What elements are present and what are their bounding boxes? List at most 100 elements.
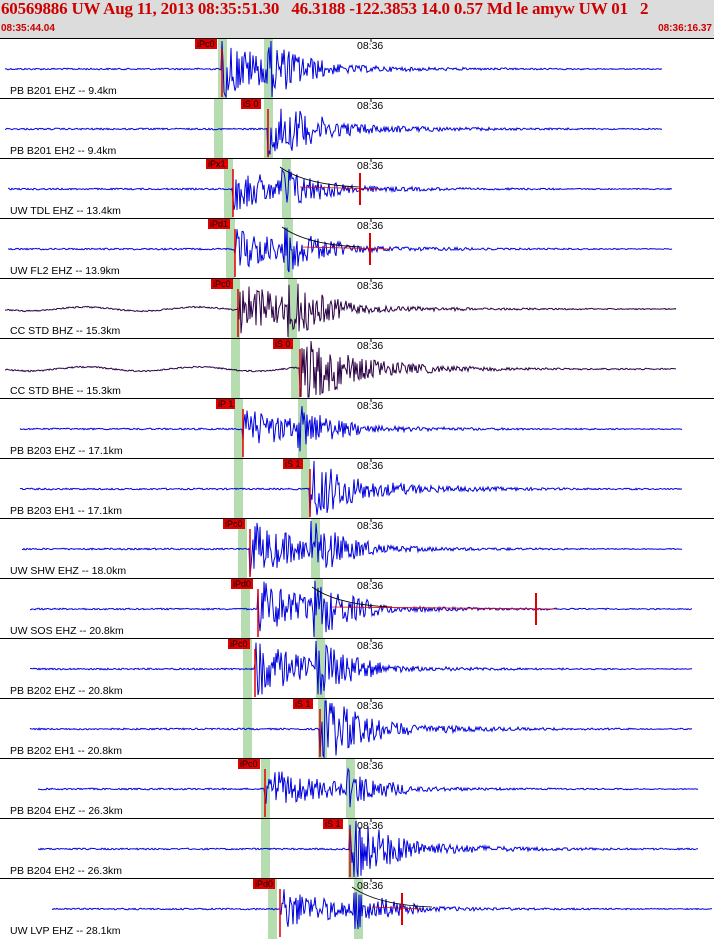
- phase-pick-label[interactable]: iP 1: [216, 399, 236, 409]
- seismogram: [51, 879, 713, 939]
- seismogram: [4, 39, 663, 99]
- minute-tick-label: 08:36: [357, 880, 384, 892]
- phase-window: [231, 339, 240, 399]
- trace-panel[interactable]: 08:36 iS 0 CC STD BHE -- 15.3km: [0, 338, 714, 399]
- station-label: UW TDL EHZ -- 13.4km: [10, 205, 121, 217]
- seismogram: [7, 219, 673, 279]
- waveform-trace: [19, 460, 683, 516]
- trace-panel[interactable]: 08:36 iPc0 UW SHW EHZ -- 18.0km: [0, 518, 714, 579]
- phase-pick-label[interactable]: iPd0: [253, 879, 276, 889]
- trace-panel[interactable]: 08:36 iPd0 UW LVP EHZ -- 28.1km: [0, 878, 714, 939]
- phase-pick-label[interactable]: iPd1: [208, 219, 231, 229]
- minute-tick-label: 08:36: [357, 640, 384, 652]
- minute-tick: [370, 39, 372, 42]
- start-time: 08:35:44.04: [1, 23, 55, 34]
- coda-curve: [281, 226, 363, 248]
- station-label: UW LVP EHZ -- 28.1km: [10, 925, 121, 937]
- phase-window: [291, 339, 300, 399]
- seismogram: [19, 459, 683, 519]
- station-label: PB B204 EH2 -- 26.3km: [10, 865, 123, 877]
- station-label: PB B201 EH2 -- 9.4km: [10, 145, 117, 157]
- phase-pick-label[interactable]: iPc0: [228, 639, 250, 649]
- trace-panel[interactable]: 08:36 iS 1 PB B204 EH2 -- 26.3km: [0, 818, 714, 879]
- station-label: PB B203 EHZ -- 17.1km: [10, 445, 123, 457]
- waveform-trace: [4, 340, 677, 398]
- coda-curve: [279, 166, 361, 188]
- phase-pick-label[interactable]: iPd0: [231, 579, 254, 589]
- waveform-trace: [29, 580, 693, 638]
- end-time: 08:36:16.37: [658, 23, 712, 34]
- minute-tick-label: 08:36: [357, 280, 384, 292]
- trace-panel[interactable]: 08:36 iPc0 PB B204 EHZ -- 26.3km: [0, 758, 714, 819]
- minute-tick: [370, 819, 372, 822]
- trace-panel[interactable]: 08:36 iPx1 UW TDL EHZ -- 13.4km: [0, 158, 714, 219]
- coda-fit-line: [299, 186, 381, 190]
- waveform-trace: [19, 406, 683, 452]
- trace-panel[interactable]: 08:36 iPd1 UW FL2 EHZ -- 13.9km: [0, 218, 714, 279]
- trace-panel[interactable]: 08:36 iPd0 UW SOS EHZ -- 20.8km: [0, 578, 714, 639]
- minute-tick: [370, 219, 372, 222]
- station-label: PB B202 EHZ -- 20.8km: [10, 685, 123, 697]
- phase-pick-label[interactable]: iS 1: [283, 459, 303, 469]
- trace-panel[interactable]: 08:36 iS 1 PB B202 EH1 -- 20.8km: [0, 698, 714, 759]
- minute-tick: [370, 279, 372, 282]
- minute-tick-label: 08:36: [357, 100, 384, 112]
- waveform-trace: [4, 40, 663, 99]
- phase-pick-label[interactable]: iPc0: [211, 279, 233, 289]
- waveform-trace: [51, 889, 713, 930]
- minute-tick-label: 08:36: [357, 340, 384, 352]
- trace-panel[interactable]: 08:36 iP 1 PB B203 EHZ -- 17.1km: [0, 398, 714, 459]
- minute-tick-label: 08:36: [357, 520, 384, 532]
- minute-tick: [370, 459, 372, 462]
- station-label: PB B202 EH1 -- 20.8km: [10, 745, 123, 757]
- phase-pick-label[interactable]: iPc0: [223, 519, 245, 529]
- minute-tick: [370, 99, 372, 102]
- seismogram: [37, 819, 699, 879]
- trace-panel[interactable]: 08:36 iS 0 PB B201 EH2 -- 9.4km: [0, 98, 714, 159]
- coda-curve: [351, 886, 433, 908]
- trace-panel[interactable]: 08:36 iPc0 PB B202 EHZ -- 20.8km: [0, 638, 714, 699]
- seismogram: [19, 399, 683, 459]
- phase-pick-label[interactable]: iPc0: [195, 39, 217, 49]
- phase-window: [346, 759, 355, 819]
- minute-tick: [370, 579, 372, 582]
- waveform-trace: [37, 767, 699, 808]
- minute-tick-label: 08:36: [357, 220, 384, 232]
- station-label: UW FL2 EHZ -- 13.9km: [10, 265, 120, 277]
- header-bar: 60569886 UW Aug 11, 2013 08:35:51.30 46.…: [0, 0, 714, 38]
- minute-tick-label: 08:36: [357, 580, 384, 592]
- phase-window: [264, 39, 273, 99]
- phase-window: [231, 279, 240, 339]
- phase-pick-label[interactable]: iS 0: [273, 339, 293, 349]
- station-label: CC STD BHE -- 15.3km: [10, 385, 121, 397]
- phase-window: [316, 639, 325, 699]
- waveform-trace: [29, 700, 693, 759]
- minute-tick: [370, 399, 372, 402]
- minute-tick-label: 08:36: [357, 700, 384, 712]
- phase-pick-label[interactable]: iS 0: [241, 99, 261, 109]
- waveform-trace: [21, 520, 683, 577]
- seismogram: [29, 579, 693, 639]
- event-title: 60569886 UW Aug 11, 2013 08:35:51.30 46.…: [1, 0, 649, 18]
- minute-tick: [370, 639, 372, 642]
- phase-pick-label[interactable]: iS 1: [323, 819, 343, 829]
- waveform-trace: [30, 640, 693, 696]
- phase-pick-label[interactable]: iPx1: [206, 159, 228, 169]
- trace-panel[interactable]: 08:36 iS 1 PB B203 EH1 -- 17.1km: [0, 458, 714, 519]
- trace-panel[interactable]: 08:36 iPc0 CC STD BHZ -- 15.3km: [0, 278, 714, 339]
- station-label: UW SOS EHZ -- 20.8km: [10, 625, 124, 637]
- station-label: PB B204 EHZ -- 26.3km: [10, 805, 123, 817]
- trace-panel[interactable]: 08:36 iPc0 PB B201 EHZ -- 9.4km: [0, 38, 714, 99]
- seismogram: [30, 639, 693, 699]
- phase-window: [311, 519, 320, 579]
- coda-fit-line: [331, 606, 557, 610]
- phase-pick-label[interactable]: iPc0: [238, 759, 260, 769]
- minute-tick: [370, 339, 372, 342]
- station-label: PB B203 EH1 -- 17.1km: [10, 505, 123, 517]
- minute-tick-label: 08:36: [357, 460, 384, 472]
- phase-window: [288, 279, 297, 339]
- phase-window: [241, 579, 250, 639]
- minute-tick: [370, 759, 372, 762]
- waveform-trace: [7, 227, 673, 273]
- phase-pick-label[interactable]: iS 1: [293, 699, 313, 709]
